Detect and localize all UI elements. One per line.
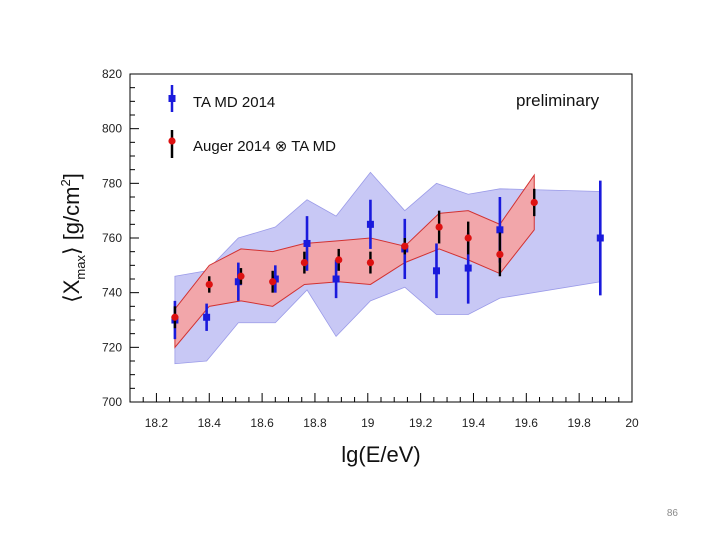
x-tick-label: 20 [625,416,639,430]
auger-point [171,313,179,321]
ta-md-point [234,278,242,286]
x-tick-label: 18.6 [250,416,274,430]
auger-point [269,278,277,286]
auger-point [530,198,538,207]
auger-point [435,223,443,231]
y-tick-label: 700 [102,395,122,409]
ta-md-point [464,264,472,272]
y-tick-label: 800 [102,122,122,136]
y-tick-label: 720 [102,340,122,354]
y-axis-title-main: ⟨X [59,279,84,303]
auger-point [300,259,308,267]
x-tick-label: 18.4 [198,416,222,430]
y-tick-label: 760 [102,231,122,245]
x-tick-label: 18.8 [303,416,327,430]
y-tick-label: 780 [102,176,122,190]
y-tick-label: 740 [102,286,122,300]
x-tick-label: 19.8 [567,416,591,430]
ta-md-point [366,220,374,228]
page-number: 86 [666,508,678,519]
y-axis-title-sup: 2 [58,179,73,186]
y-tick-label: 820 [102,67,122,81]
legend-auger-label: Auger 2014 ⊗ TA MD [193,138,336,155]
preliminary-annotation: preliminary [516,91,600,110]
legend: TA MD 2014 Auger 2014 ⊗ TA MD [168,85,336,158]
ta-md-point [496,226,504,234]
x-tick-label: 19.2 [409,416,433,430]
axis-ticks: 700 720 740 760 780 800 820 18.2 18.4 18.6 18.8 19 1… [102,67,639,430]
y-axis-title-tail: ⟩ [g/cm [59,187,84,255]
auger-point [496,250,504,258]
auger-point [366,259,375,267]
ta-md-point [332,275,340,283]
legend-ta-label: TA MD 2014 [193,94,275,111]
x-tick-label: 19.4 [462,416,486,430]
auger-point [205,280,213,289]
ta-md-point [271,275,279,283]
y-axis-title-sub: max [73,255,88,280]
ta-md-point [303,239,311,247]
plot-marks [171,180,604,340]
ta-md-point [203,313,211,321]
auger-point [401,242,409,250]
y-axis-title-close: ] [59,173,84,179]
ta-md-point [596,234,604,242]
legend-auger-marker [168,130,176,158]
x-tick-label: 19.6 [515,416,539,430]
y-axis-title: ⟨Xmax⟩ [g/cm2] [58,173,88,303]
auger-point [237,272,245,280]
x-axis-title: lg(E/eV) [341,442,420,467]
ta-md-point [432,267,440,275]
x-tick-label: 19 [361,416,375,430]
auger-point [335,256,343,264]
legend-ta-marker [168,85,176,112]
x-tick-label: 18.2 [145,416,169,430]
auger-point [464,234,472,242]
